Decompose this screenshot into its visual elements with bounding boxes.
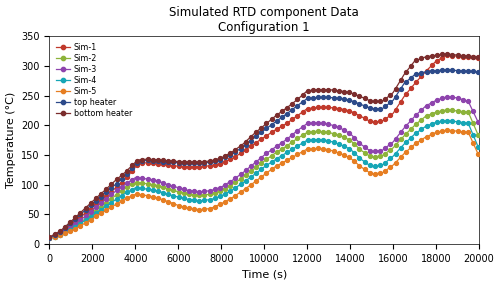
Sim-3 <box>398 129 404 133</box>
Y-axis label: Temperature (°C): Temperature (°C) <box>6 92 16 188</box>
Sim-3 <box>250 162 256 166</box>
Sim-2 <box>253 166 259 169</box>
Line: top heater: top heater <box>48 68 481 240</box>
Sim-5 <box>302 148 308 152</box>
Line: Sim-3: Sim-3 <box>48 95 481 240</box>
top heater <box>46 236 52 239</box>
Sim-2 <box>398 137 404 140</box>
bottom heater <box>398 77 404 80</box>
Sim-1 <box>398 99 404 102</box>
bottom heater <box>466 55 472 58</box>
Sim-1 <box>466 55 472 59</box>
top heater <box>250 137 256 140</box>
top heater <box>302 98 308 102</box>
Sim-4 <box>444 119 450 122</box>
Sim-1 <box>302 108 308 112</box>
Sim-4 <box>398 145 404 148</box>
top heater <box>444 68 450 72</box>
Title: Simulated RTD component Data
Configuration 1: Simulated RTD component Data Configurati… <box>170 5 359 34</box>
Line: Sim-5: Sim-5 <box>48 128 481 240</box>
Line: Sim-4: Sim-4 <box>48 119 481 240</box>
Sim-4 <box>279 154 285 157</box>
Sim-1 <box>253 141 259 144</box>
Sim-4 <box>302 140 308 143</box>
Sim-5 <box>250 181 256 185</box>
bottom heater <box>279 110 285 113</box>
Sim-3 <box>253 160 259 164</box>
top heater <box>253 135 259 138</box>
Sim-2 <box>302 132 308 135</box>
bottom heater <box>444 52 450 56</box>
bottom heater <box>46 235 52 239</box>
bottom heater <box>253 130 259 134</box>
Sim-4 <box>46 237 52 240</box>
Sim-5 <box>444 128 450 132</box>
Sim-2 <box>250 168 256 171</box>
Sim-3 <box>302 123 308 127</box>
Sim-2 <box>476 135 482 139</box>
Sim-4 <box>476 147 482 151</box>
Sim-1 <box>46 237 52 240</box>
Line: bottom heater: bottom heater <box>48 52 481 239</box>
bottom heater <box>250 133 256 136</box>
Sim-3 <box>279 141 285 144</box>
Sim-5 <box>253 179 259 183</box>
Line: Sim-2: Sim-2 <box>48 108 481 240</box>
Sim-5 <box>466 133 472 137</box>
top heater <box>476 70 482 74</box>
Sim-5 <box>398 154 404 158</box>
bottom heater <box>476 55 482 59</box>
Sim-5 <box>279 161 285 165</box>
X-axis label: Time (s): Time (s) <box>242 269 287 280</box>
Sim-5 <box>46 237 52 240</box>
Sim-4 <box>466 125 472 128</box>
top heater <box>398 86 404 89</box>
Legend: Sim-1, Sim-2, Sim-3, Sim-4, Sim-5, top heater, bottom heater: Sim-1, Sim-2, Sim-3, Sim-4, Sim-5, top h… <box>54 40 134 120</box>
Sim-1 <box>444 54 450 57</box>
Sim-1 <box>250 142 256 146</box>
Sim-3 <box>466 103 472 106</box>
top heater <box>466 70 472 73</box>
Sim-3 <box>476 122 482 126</box>
Sim-1 <box>279 125 285 128</box>
Sim-2 <box>279 147 285 151</box>
Line: Sim-1: Sim-1 <box>48 53 481 240</box>
Sim-5 <box>476 154 482 158</box>
Sim-2 <box>444 108 450 111</box>
top heater <box>279 116 285 119</box>
Sim-2 <box>46 237 52 240</box>
Sim-3 <box>46 237 52 240</box>
Sim-3 <box>444 95 450 99</box>
Sim-1 <box>476 56 482 60</box>
Sim-4 <box>253 172 259 175</box>
Sim-4 <box>250 174 256 177</box>
Sim-2 <box>466 113 472 117</box>
bottom heater <box>302 91 308 94</box>
